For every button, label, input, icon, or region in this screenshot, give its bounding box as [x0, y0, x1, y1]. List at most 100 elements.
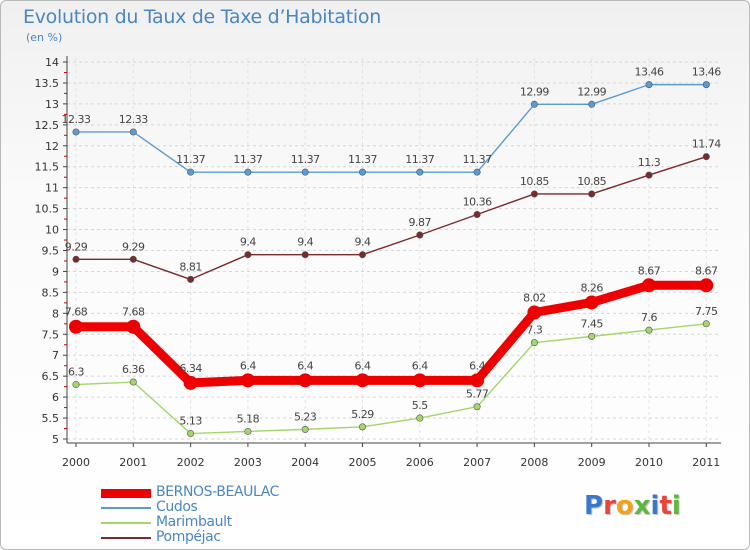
data-point — [530, 339, 538, 347]
data-label: 9.4 — [297, 236, 313, 249]
y-tick-label: 13 — [45, 98, 59, 111]
data-label: 12.99 — [577, 85, 606, 98]
data-label: 6.36 — [122, 363, 145, 376]
data-label: 7.68 — [65, 306, 88, 319]
x-tick-label: 2009 — [578, 456, 606, 469]
data-point — [473, 403, 481, 411]
y-tick-label: 12.5 — [35, 119, 60, 132]
data-point — [588, 332, 596, 340]
data-point — [645, 171, 653, 179]
data-label: 6.4 — [297, 359, 313, 372]
data-label: 7.68 — [122, 306, 145, 319]
data-point — [244, 427, 252, 435]
data-point — [301, 425, 309, 433]
data-point — [240, 373, 255, 388]
y-tick-label: 5 — [52, 433, 59, 446]
x-tick-label: 2001 — [119, 456, 147, 469]
data-point — [72, 128, 80, 136]
legend-label: Marimbault — [156, 514, 232, 530]
y-tick-label: 8 — [52, 307, 59, 320]
data-label: 11.37 — [463, 153, 492, 166]
x-tick-label: 2002 — [177, 456, 205, 469]
data-label: 6.4 — [469, 359, 485, 372]
data-point — [702, 320, 710, 328]
proxiti-logo: Proxiti — [584, 491, 681, 521]
x-tick-label: 2003 — [234, 456, 262, 469]
data-point — [416, 414, 424, 422]
data-label: 9.87 — [409, 216, 432, 229]
data-point — [244, 168, 252, 176]
x-tick-label: 2007 — [463, 456, 491, 469]
data-label: 11.37 — [405, 153, 434, 166]
y-tick-label: 5.5 — [42, 412, 60, 425]
data-point — [72, 255, 80, 263]
data-label: 6.4 — [355, 359, 371, 372]
data-point — [126, 319, 141, 334]
x-tick-label: 2000 — [62, 456, 90, 469]
data-point — [187, 168, 195, 176]
data-point — [69, 319, 83, 334]
data-label: 10.85 — [520, 175, 549, 188]
data-label: 11.37 — [233, 153, 262, 166]
x-tick-label: 2011 — [692, 456, 720, 469]
legend-label: Cudos — [156, 499, 198, 515]
data-label: 8.02 — [523, 291, 546, 304]
x-tick-label: 2008 — [520, 456, 548, 469]
series-line-pomp-jac — [75, 155, 707, 281]
data-point — [702, 153, 710, 161]
series-line-marimbault — [75, 323, 707, 435]
data-label: 9.29 — [122, 240, 145, 253]
data-label: 9.4 — [355, 236, 371, 249]
data-point — [358, 168, 366, 176]
legend-label: BERNOS-BEAULAC — [156, 484, 280, 500]
data-label: 9.4 — [240, 236, 256, 249]
data-label: 11.37 — [348, 153, 377, 166]
data-label: 6.4 — [412, 359, 428, 372]
data-label: 12.33 — [62, 113, 91, 126]
x-tick-label: 2006 — [406, 456, 434, 469]
data-point — [530, 190, 538, 198]
data-point — [129, 378, 137, 386]
data-point — [244, 251, 252, 259]
data-label: 8.67 — [638, 264, 661, 277]
series-line-bernos-beaulac — [71, 280, 711, 388]
data-point — [588, 100, 596, 108]
y-tick-label: 9 — [52, 265, 59, 278]
data-point — [416, 168, 424, 176]
y-tick-label: 13.5 — [35, 77, 60, 90]
data-label: 8.81 — [179, 260, 202, 273]
data-label: 10.36 — [463, 195, 492, 208]
data-label: 6.4 — [240, 359, 256, 372]
data-point — [355, 373, 370, 388]
data-point — [129, 255, 137, 263]
data-point — [129, 128, 137, 136]
legend-swatch — [101, 537, 151, 539]
data-point — [358, 423, 366, 431]
data-label: 5.5 — [412, 399, 428, 412]
y-tick-label: 12 — [45, 140, 59, 153]
data-label: 5.29 — [351, 408, 374, 421]
data-point — [416, 231, 424, 239]
data-point — [530, 100, 538, 108]
y-tick-label: 11 — [45, 182, 59, 195]
data-label: 6.3 — [68, 366, 84, 379]
data-point — [584, 295, 599, 310]
data-label: 8.67 — [695, 264, 718, 277]
data-point — [645, 326, 653, 334]
chart-title: Evolution du Taux de Taxe d’Habitation — [23, 6, 381, 28]
data-point — [298, 373, 313, 388]
data-point — [699, 278, 714, 293]
data-label: 11.74 — [692, 138, 721, 151]
y-tick-label: 10 — [45, 224, 59, 237]
y-tick-label: 10.5 — [35, 203, 60, 216]
data-label: 8.26 — [580, 281, 603, 294]
data-label: 7.45 — [580, 317, 603, 330]
data-point — [473, 210, 481, 218]
y-tick-label: 6.5 — [42, 370, 60, 383]
x-tick-label: 2010 — [635, 456, 663, 469]
y-tick-label: 7.5 — [42, 328, 60, 341]
data-label: 10.85 — [577, 175, 606, 188]
data-label: 12.99 — [520, 85, 549, 98]
legend-swatch — [101, 507, 151, 509]
